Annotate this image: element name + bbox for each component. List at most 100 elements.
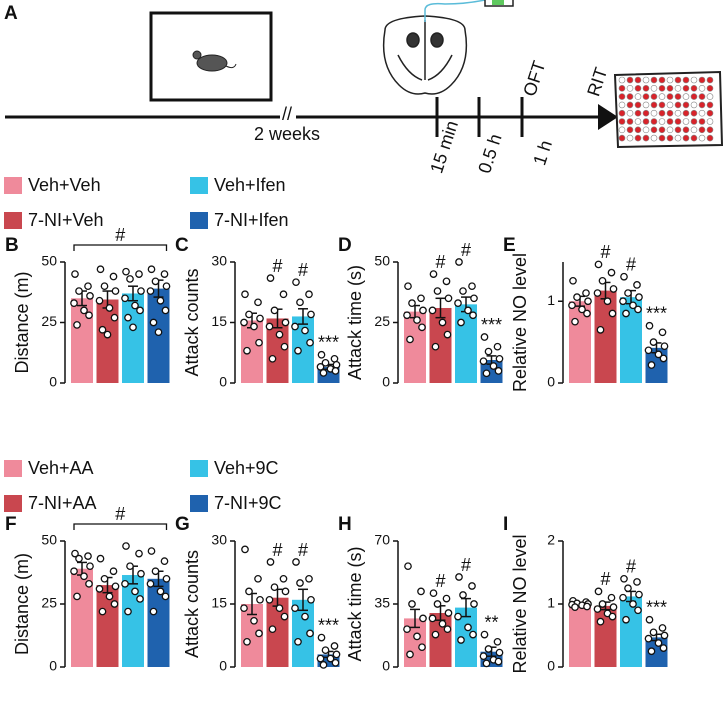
data-point xyxy=(86,292,94,300)
y-tick-label: 30 xyxy=(211,532,227,548)
data-point xyxy=(122,542,130,550)
data-point xyxy=(573,293,581,302)
data-point xyxy=(243,637,251,646)
well xyxy=(618,101,626,109)
data-point xyxy=(596,326,605,334)
significance-label: # xyxy=(298,540,308,560)
data-point xyxy=(598,600,607,608)
panel-label: F xyxy=(5,514,17,535)
data-point xyxy=(156,587,165,596)
y-tick-label: 0 xyxy=(219,374,227,390)
bar xyxy=(96,299,119,383)
well xyxy=(658,85,666,92)
panel-label: E xyxy=(503,235,516,256)
data-point xyxy=(419,306,427,315)
data-point xyxy=(331,367,340,375)
significance-label: ** xyxy=(484,612,498,632)
data-point xyxy=(330,642,339,650)
data-point xyxy=(149,607,158,616)
data-point xyxy=(607,268,616,277)
well xyxy=(666,118,674,125)
data-point xyxy=(75,287,83,295)
y-tick-label: 25 xyxy=(374,313,390,329)
data-point xyxy=(660,631,669,640)
data-point xyxy=(443,330,452,339)
data-point xyxy=(270,583,279,592)
data-point xyxy=(154,328,163,337)
data-point xyxy=(266,274,275,282)
well xyxy=(674,85,682,92)
significance-label: *** xyxy=(646,598,667,618)
well xyxy=(682,101,690,109)
test-label: OFT xyxy=(519,58,549,98)
data-point xyxy=(96,265,105,274)
data-point xyxy=(429,589,438,598)
data-point xyxy=(95,296,104,305)
data-point xyxy=(619,593,627,602)
well xyxy=(618,93,626,100)
data-point xyxy=(442,277,451,286)
well xyxy=(618,85,626,92)
y-tick-label: 0 xyxy=(49,658,57,674)
data-point xyxy=(245,310,253,319)
well xyxy=(706,101,714,109)
arena xyxy=(149,11,273,102)
error-bar xyxy=(298,308,308,325)
significance-label: # xyxy=(115,504,125,524)
mouse xyxy=(192,50,237,72)
data-point xyxy=(321,646,330,655)
data-point xyxy=(442,594,451,603)
data-point xyxy=(280,612,289,621)
well xyxy=(634,126,642,134)
data-point xyxy=(464,623,472,632)
data-point xyxy=(495,648,504,657)
well xyxy=(626,118,634,125)
well xyxy=(674,118,682,125)
data-point xyxy=(658,328,667,337)
panel-label: D xyxy=(338,235,352,256)
y-tick-label: 25 xyxy=(41,595,57,611)
data-point xyxy=(443,625,452,634)
error-bar xyxy=(298,588,308,612)
significance-label: # xyxy=(272,540,282,560)
well xyxy=(650,118,658,125)
data-point xyxy=(469,311,477,320)
well xyxy=(618,134,626,142)
well xyxy=(674,76,682,84)
data-point xyxy=(654,350,663,359)
legend-swatch xyxy=(190,495,208,512)
data-point xyxy=(317,633,326,642)
data-point xyxy=(319,369,328,377)
data-point xyxy=(493,637,502,646)
well xyxy=(698,101,706,109)
data-point xyxy=(495,354,504,363)
well xyxy=(674,101,682,109)
data-point xyxy=(571,603,579,612)
data-point xyxy=(578,305,586,314)
plate xyxy=(613,70,724,149)
bar xyxy=(620,596,642,667)
significance-label: # xyxy=(435,252,445,272)
legend-swatch xyxy=(4,460,22,477)
data-point xyxy=(110,313,119,322)
significance-label: # xyxy=(461,555,471,575)
legend-swatch xyxy=(190,177,208,194)
data-point xyxy=(98,607,107,616)
data-point xyxy=(647,361,656,369)
time-label: 0.5 h xyxy=(474,131,505,175)
well xyxy=(634,118,642,125)
well xyxy=(650,109,658,117)
well xyxy=(690,76,698,84)
error-bar xyxy=(435,297,446,319)
well xyxy=(706,126,714,134)
well xyxy=(666,101,674,109)
duration-label: 2 weeks xyxy=(254,124,320,144)
data-point xyxy=(470,600,478,608)
well xyxy=(658,126,666,134)
data-point xyxy=(149,318,158,327)
data-point xyxy=(301,612,309,621)
data-point xyxy=(256,314,264,323)
well xyxy=(650,85,658,92)
data-point xyxy=(291,322,299,331)
well xyxy=(682,93,690,100)
